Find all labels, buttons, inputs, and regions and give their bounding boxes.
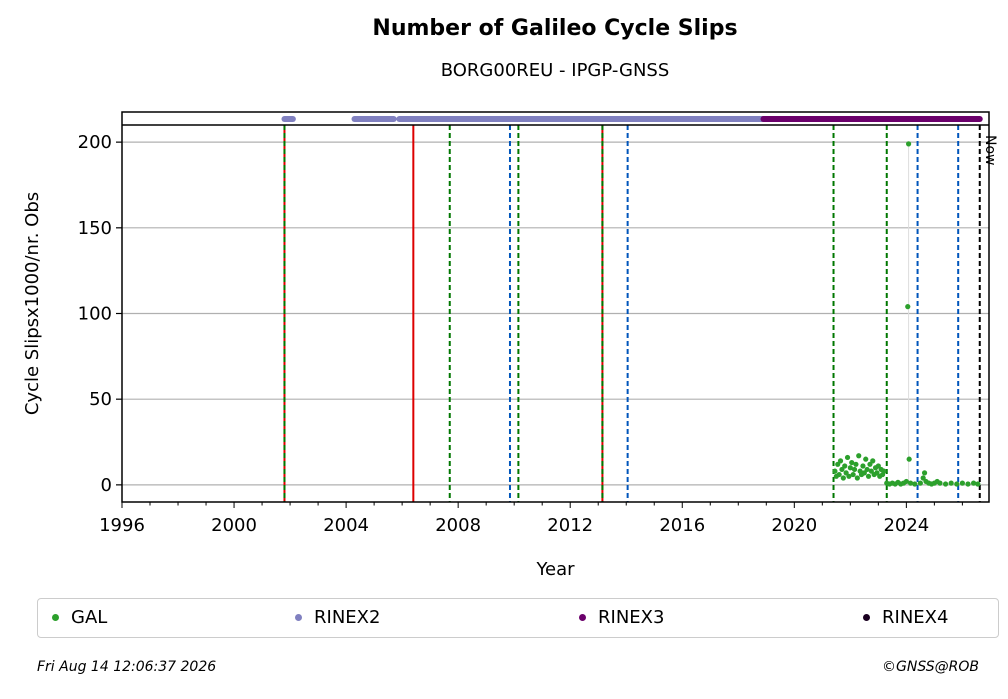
data-point-gal <box>942 481 949 487</box>
data-point-gal <box>854 475 860 481</box>
data-point-gal <box>850 471 856 478</box>
data-point-gal <box>970 480 977 486</box>
plot-frame <box>121 111 990 503</box>
data-point-gal <box>865 473 872 479</box>
legend-marker-rinex3 <box>579 614 586 621</box>
data-point-gal <box>846 473 852 479</box>
data-point-gal <box>837 458 844 464</box>
legend-marker-rinex2 <box>295 614 302 621</box>
legend-label-rinex2: RINEX2 <box>314 607 381 628</box>
data-point-gal <box>840 475 846 481</box>
chart-title: Number of Galileo Cycle Slips <box>372 16 738 41</box>
data-point-gal <box>881 468 887 474</box>
data-point-gal <box>870 458 876 464</box>
data-point-gal <box>856 453 862 459</box>
data-point-gal <box>836 471 842 478</box>
y-tick-label: 200 <box>78 132 112 153</box>
data-point-gal <box>842 463 848 469</box>
x-tick-label: 2008 <box>435 515 481 536</box>
data-point-gal <box>965 481 971 487</box>
legend-item-rinex4: RINEX4 <box>863 607 948 628</box>
y-tick-label: 150 <box>78 218 112 239</box>
x-tick-label: 2016 <box>659 515 705 536</box>
data-point-gal <box>868 468 874 474</box>
x-tick-label: 2004 <box>323 515 369 536</box>
data-point-gal <box>948 480 954 486</box>
data-point-gal <box>843 470 849 476</box>
footer-timestamp: Fri Aug 14 12:06:37 2026 <box>37 659 217 675</box>
data-point-gal <box>875 463 881 469</box>
data-point-gal <box>954 481 960 487</box>
data-point-gal <box>906 456 912 462</box>
data-point-gal <box>847 465 853 471</box>
y-tick-label: 100 <box>78 304 112 325</box>
data-point-gal <box>861 470 867 476</box>
legend-item-gal: GAL <box>52 607 107 628</box>
legend-item-rinex2: RINEX2 <box>295 607 380 628</box>
y-tick-label: 0 <box>101 475 112 496</box>
data-point-gal <box>920 475 926 481</box>
legend-marker-rinex4 <box>863 614 870 621</box>
legend: GAL RINEX2 RINEX3 RINEX4 <box>37 598 999 638</box>
data-point-gal <box>959 480 965 486</box>
footer-copyright: ©GNSS@ROB <box>882 659 979 675</box>
y-axis-label: Cycle Slipsx1000/nr. Obs <box>22 192 43 415</box>
x-axis-label: Year <box>535 559 575 580</box>
data-point-gal <box>906 141 912 147</box>
data-point-gal <box>912 481 918 487</box>
data-point-gal <box>917 480 923 486</box>
data-point-gal <box>907 480 914 486</box>
data-point-gal <box>937 480 943 486</box>
data-point-gal <box>853 461 859 467</box>
x-tick-label: 2012 <box>547 515 593 536</box>
legend-label-rinex4: RINEX4 <box>882 607 949 628</box>
data-point-gal <box>874 470 880 476</box>
data-point-gal <box>860 463 866 469</box>
data-point-gal <box>921 470 928 476</box>
legend-item-rinex3: RINEX3 <box>579 607 664 628</box>
x-tick-label: 1996 <box>99 515 145 536</box>
data-point-gal <box>851 466 858 473</box>
data-point-gal <box>975 481 981 487</box>
data-point-gal <box>839 466 845 473</box>
chart-subtitle: BORG00REU - IPGP-GNSS <box>440 60 670 81</box>
x-tick-label: 2020 <box>771 515 817 536</box>
data-point-gal <box>849 459 855 466</box>
data-point-gal <box>903 478 909 485</box>
data-point-gal <box>905 304 911 310</box>
data-point-gal <box>867 461 873 467</box>
x-tick-label: 2000 <box>211 515 257 536</box>
legend-marker-gal <box>52 614 59 621</box>
x-tick-label: 2024 <box>883 515 929 536</box>
now-label: Now <box>982 135 998 166</box>
data-point-gal <box>835 461 841 467</box>
legend-label-rinex3: RINEX3 <box>598 607 665 628</box>
data-point-gal <box>844 454 851 461</box>
data-point-gal <box>864 466 870 473</box>
legend-label-gal: GAL <box>71 607 108 628</box>
data-point-gal <box>832 468 838 474</box>
data-point-gal <box>863 456 869 462</box>
y-tick-label: 50 <box>89 389 112 410</box>
